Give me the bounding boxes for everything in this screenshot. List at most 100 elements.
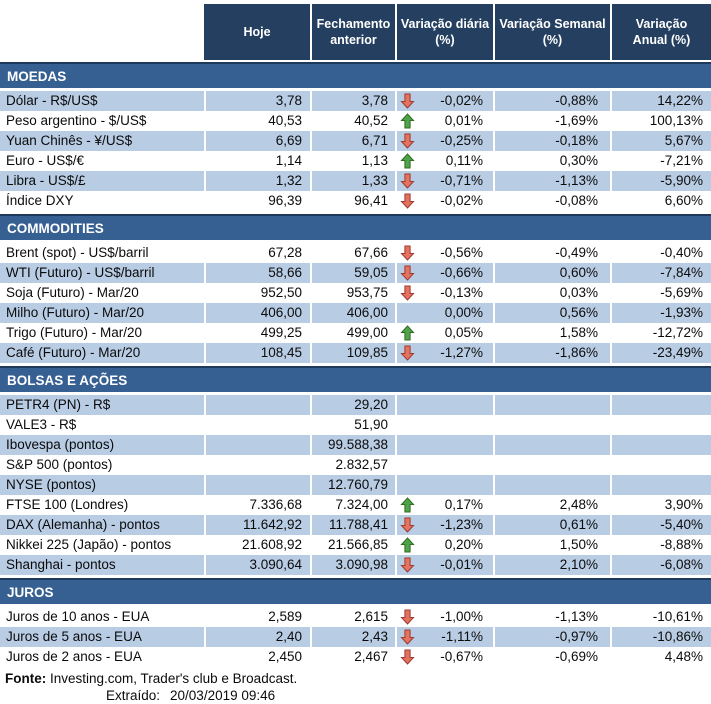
- cell-variacao-semanal[interactable]: 1,50%: [493, 535, 610, 555]
- cell-hoje[interactable]: 952,50: [204, 283, 310, 303]
- cell-variacao-diaria[interactable]: -0,66%: [395, 263, 493, 283]
- cell-fechamento-anterior[interactable]: 7.324,00: [310, 495, 395, 515]
- cell-variacao-diaria[interactable]: -0,56%: [395, 243, 493, 263]
- section-header-bolsas-e-acoes[interactable]: BOLSAS E AÇÕES: [0, 366, 711, 392]
- cell-variacao-semanal[interactable]: 0,61%: [493, 515, 610, 535]
- cell-variacao-semanal[interactable]: 2,48%: [493, 495, 610, 515]
- cell-hoje[interactable]: 96,39: [204, 191, 310, 211]
- cell-fechamento-anterior[interactable]: 6,71: [310, 131, 395, 151]
- cell-hoje[interactable]: [204, 395, 310, 415]
- cell-hoje[interactable]: 67,28: [204, 243, 310, 263]
- cell-fechamento-anterior[interactable]: 406,00: [310, 303, 395, 323]
- cell-hoje[interactable]: 2,450: [204, 647, 310, 667]
- cell-variacao-anual[interactable]: -7,21%: [610, 151, 711, 171]
- cell-hoje[interactable]: 6,69: [204, 131, 310, 151]
- cell-variacao-diaria[interactable]: [395, 435, 493, 455]
- cell-variacao-diaria[interactable]: 0,00%: [395, 303, 493, 323]
- row-label[interactable]: NYSE (pontos): [0, 475, 204, 495]
- column-header-fechamento-anterior[interactable]: Fechamento anterior: [310, 4, 395, 60]
- cell-variacao-anual[interactable]: 4,48%: [610, 647, 711, 667]
- cell-variacao-semanal[interactable]: -1,69%: [493, 111, 610, 131]
- row-label[interactable]: Juros de 2 anos - EUA: [0, 647, 204, 667]
- cell-fechamento-anterior[interactable]: 3,78: [310, 91, 395, 111]
- row-label[interactable]: Café (Futuro) - Mar/20: [0, 343, 204, 363]
- cell-variacao-anual[interactable]: -10,61%: [610, 607, 711, 627]
- cell-variacao-diaria[interactable]: 0,11%: [395, 151, 493, 171]
- cell-variacao-semanal[interactable]: 0,30%: [493, 151, 610, 171]
- row-label[interactable]: Brent (spot) - US$/barril: [0, 243, 204, 263]
- row-label[interactable]: Shanghai - pontos: [0, 555, 204, 575]
- cell-variacao-anual[interactable]: [610, 475, 711, 495]
- cell-variacao-anual[interactable]: 14,22%: [610, 91, 711, 111]
- cell-hoje[interactable]: 3.090,64: [204, 555, 310, 575]
- cell-variacao-anual[interactable]: -23,49%: [610, 343, 711, 363]
- cell-variacao-anual[interactable]: 3,90%: [610, 495, 711, 515]
- cell-hoje[interactable]: 7.336,68: [204, 495, 310, 515]
- cell-hoje[interactable]: 2,589: [204, 607, 310, 627]
- cell-variacao-diaria[interactable]: [395, 395, 493, 415]
- cell-variacao-anual[interactable]: [610, 455, 711, 475]
- cell-hoje[interactable]: 40,53: [204, 111, 310, 131]
- cell-hoje[interactable]: 2,40: [204, 627, 310, 647]
- cell-variacao-diaria[interactable]: -1,27%: [395, 343, 493, 363]
- cell-fechamento-anterior[interactable]: 3.090,98: [310, 555, 395, 575]
- cell-variacao-semanal[interactable]: -1,86%: [493, 343, 610, 363]
- cell-fechamento-anterior[interactable]: 12.760,79: [310, 475, 395, 495]
- cell-hoje[interactable]: 406,00: [204, 303, 310, 323]
- row-label[interactable]: PETR4 (PN) - R$: [0, 395, 204, 415]
- cell-variacao-anual[interactable]: -0,40%: [610, 243, 711, 263]
- cell-fechamento-anterior[interactable]: 96,41: [310, 191, 395, 211]
- cell-variacao-anual[interactable]: -8,88%: [610, 535, 711, 555]
- row-label[interactable]: WTI (Futuro) - US$/barril: [0, 263, 204, 283]
- cell-fechamento-anterior[interactable]: 51,90: [310, 415, 395, 435]
- cell-hoje[interactable]: [204, 435, 310, 455]
- cell-variacao-anual[interactable]: -6,08%: [610, 555, 711, 575]
- section-header-moedas[interactable]: MOEDAS: [0, 62, 711, 88]
- row-label[interactable]: Yuan Chinês - ¥/US$: [0, 131, 204, 151]
- cell-fechamento-anterior[interactable]: 67,66: [310, 243, 395, 263]
- cell-variacao-diaria[interactable]: 0,05%: [395, 323, 493, 343]
- cell-fechamento-anterior[interactable]: 109,85: [310, 343, 395, 363]
- cell-variacao-semanal[interactable]: -0,97%: [493, 627, 610, 647]
- cell-fechamento-anterior[interactable]: 2.832,57: [310, 455, 395, 475]
- cell-fechamento-anterior[interactable]: 2,615: [310, 607, 395, 627]
- row-label[interactable]: Peso argentino - $/US$: [0, 111, 204, 131]
- cell-fechamento-anterior[interactable]: 99.588,38: [310, 435, 395, 455]
- cell-fechamento-anterior[interactable]: 59,05: [310, 263, 395, 283]
- cell-variacao-diaria[interactable]: -0,67%: [395, 647, 493, 667]
- cell-variacao-semanal[interactable]: [493, 475, 610, 495]
- row-label[interactable]: DAX (Alemanha) - pontos: [0, 515, 204, 535]
- cell-variacao-semanal[interactable]: -1,13%: [493, 607, 610, 627]
- cell-variacao-semanal[interactable]: [493, 415, 610, 435]
- cell-variacao-diaria[interactable]: -0,13%: [395, 283, 493, 303]
- cell-hoje[interactable]: 58,66: [204, 263, 310, 283]
- row-label[interactable]: Euro - US$/€: [0, 151, 204, 171]
- cell-variacao-semanal[interactable]: -0,08%: [493, 191, 610, 211]
- cell-variacao-anual[interactable]: -1,93%: [610, 303, 711, 323]
- cell-variacao-anual[interactable]: [610, 435, 711, 455]
- cell-variacao-diaria[interactable]: -1,11%: [395, 627, 493, 647]
- row-label[interactable]: Dólar - R$/US$: [0, 91, 204, 111]
- cell-variacao-diaria[interactable]: -0,71%: [395, 171, 493, 191]
- cell-variacao-diaria[interactable]: -0,02%: [395, 191, 493, 211]
- cell-variacao-semanal[interactable]: -0,18%: [493, 131, 610, 151]
- cell-variacao-diaria[interactable]: 0,20%: [395, 535, 493, 555]
- row-label[interactable]: Índice DXY: [0, 191, 204, 211]
- row-label[interactable]: Juros de 5 anos - EUA: [0, 627, 204, 647]
- cell-variacao-anual[interactable]: -12,72%: [610, 323, 711, 343]
- cell-variacao-semanal[interactable]: [493, 455, 610, 475]
- cell-fechamento-anterior[interactable]: 40,52: [310, 111, 395, 131]
- cell-variacao-diaria[interactable]: [395, 475, 493, 495]
- cell-fechamento-anterior[interactable]: 2,467: [310, 647, 395, 667]
- cell-hoje[interactable]: 1,14: [204, 151, 310, 171]
- cell-variacao-semanal[interactable]: -0,88%: [493, 91, 610, 111]
- cell-fechamento-anterior[interactable]: 2,43: [310, 627, 395, 647]
- cell-variacao-semanal[interactable]: [493, 395, 610, 415]
- cell-hoje[interactable]: 499,25: [204, 323, 310, 343]
- cell-variacao-semanal[interactable]: 0,03%: [493, 283, 610, 303]
- cell-variacao-anual[interactable]: 5,67%: [610, 131, 711, 151]
- cell-variacao-diaria[interactable]: [395, 415, 493, 435]
- cell-variacao-diaria[interactable]: [395, 455, 493, 475]
- row-label[interactable]: Trigo (Futuro) - Mar/20: [0, 323, 204, 343]
- cell-hoje[interactable]: [204, 455, 310, 475]
